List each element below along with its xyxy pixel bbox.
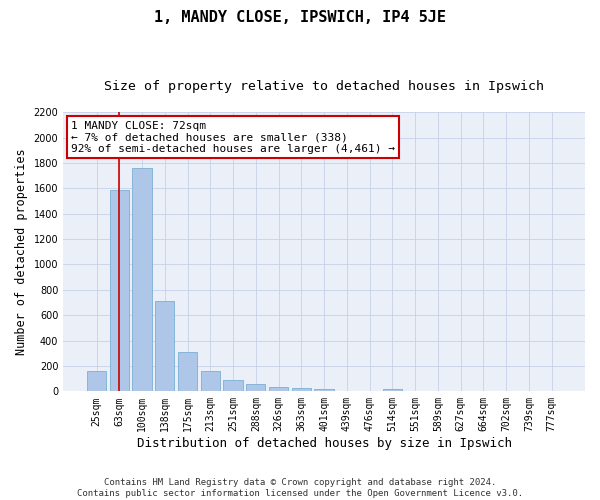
Bar: [110, 190, 129, 392]
Bar: [200, 371, 220, 392]
Y-axis label: Number of detached properties: Number of detached properties: [15, 148, 28, 355]
Text: 1 MANDY CLOSE: 72sqm
← 7% of detached houses are smaller (338)
92% of semi-detac: 1 MANDY CLOSE: 72sqm ← 7% of detached ho…: [71, 120, 395, 154]
X-axis label: Distribution of detached houses by size in Ipswich: Distribution of detached houses by size …: [137, 437, 512, 450]
Bar: [155, 302, 175, 392]
Bar: [223, 380, 243, 392]
Text: Contains HM Land Registry data © Crown copyright and database right 2024.
Contai: Contains HM Land Registry data © Crown c…: [77, 478, 523, 498]
Bar: [314, 389, 334, 392]
Title: Size of property relative to detached houses in Ipswich: Size of property relative to detached ho…: [104, 80, 544, 93]
Text: 1, MANDY CLOSE, IPSWICH, IP4 5JE: 1, MANDY CLOSE, IPSWICH, IP4 5JE: [154, 10, 446, 25]
Bar: [87, 371, 106, 392]
Bar: [133, 168, 152, 392]
Bar: [292, 388, 311, 392]
Bar: [269, 387, 288, 392]
Bar: [178, 352, 197, 392]
Bar: [383, 389, 402, 392]
Bar: [246, 384, 265, 392]
